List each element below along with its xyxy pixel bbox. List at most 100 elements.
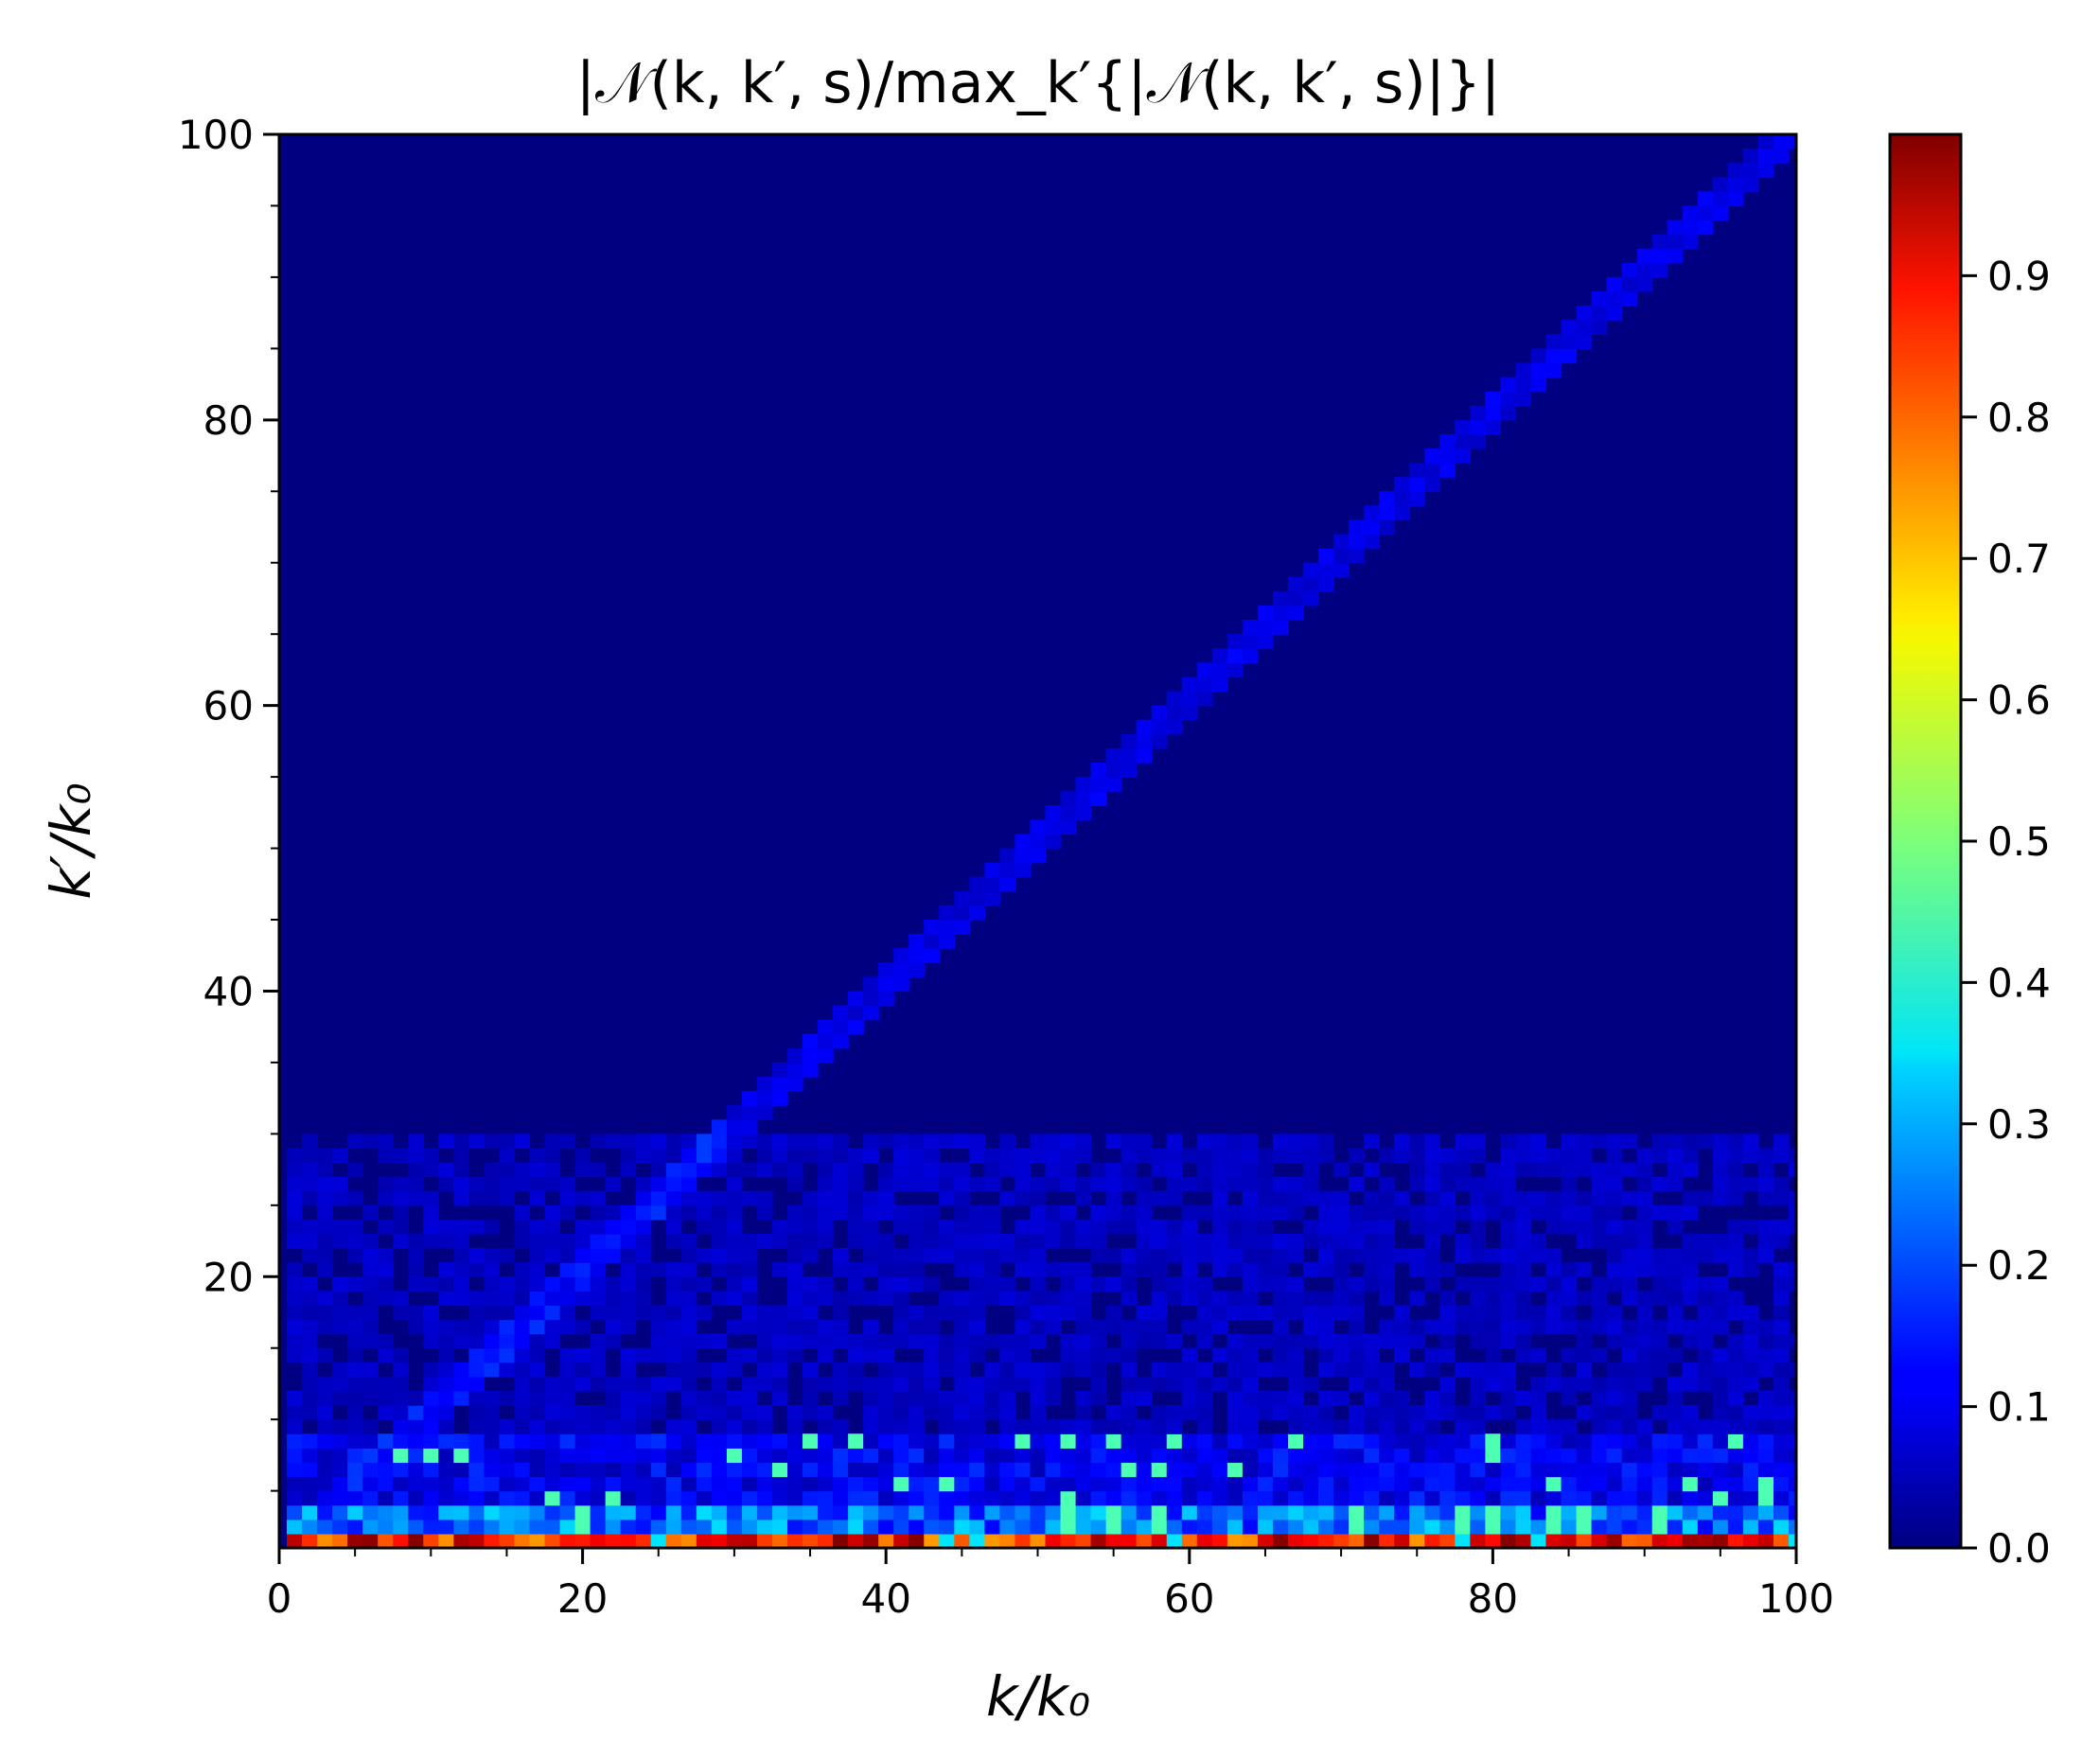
heatmap-cell — [1409, 463, 1425, 478]
heatmap-cell — [1530, 362, 1547, 378]
heatmap-cell — [1485, 1333, 1502, 1349]
heatmap-cell — [1090, 1504, 1107, 1521]
heatmap-cell — [1667, 248, 1684, 264]
heatmap-cell — [1090, 763, 1107, 778]
colorbar-tick-label: 0.8 — [1987, 395, 2051, 441]
heatmap-cell — [1424, 1391, 1440, 1406]
heatmap-cell — [1773, 134, 1790, 149]
heatmap-cell — [574, 1490, 591, 1506]
heatmap-cell — [1060, 1262, 1077, 1277]
heatmap-cell — [317, 1262, 333, 1277]
heatmap-cell — [1409, 1405, 1425, 1420]
heatmap-cell — [1727, 177, 1744, 192]
heatmap-cell — [1257, 1504, 1274, 1521]
heatmap-cell — [423, 1462, 439, 1478]
heatmap-cell — [1545, 362, 1562, 378]
heatmap-cell — [1485, 1476, 1502, 1492]
heatmap-cell — [787, 1262, 803, 1277]
heatmap-cell — [756, 1234, 773, 1249]
heatmap-cell — [984, 1204, 1001, 1221]
heatmap-cell — [803, 1448, 819, 1464]
heatmap-cell — [1030, 1176, 1047, 1192]
heatmap-cell — [287, 1462, 303, 1478]
heatmap-cell — [1545, 1519, 1562, 1535]
heatmap-cell — [924, 1519, 940, 1535]
heatmap-cell — [1364, 1476, 1380, 1492]
heatmap-cell — [484, 1533, 501, 1549]
heatmap-cell — [1636, 1204, 1653, 1221]
heatmap-cell — [878, 1362, 894, 1378]
heatmap-cell — [347, 1490, 363, 1506]
heatmap-cell — [878, 1476, 894, 1492]
heatmap-cell — [1364, 1504, 1380, 1521]
heatmap-cell — [1667, 1262, 1684, 1277]
heatmap-cell — [1530, 1448, 1547, 1464]
heatmap-cell — [1561, 1176, 1578, 1192]
heatmap-cell — [878, 1234, 894, 1249]
heatmap-cell — [347, 1347, 363, 1363]
heatmap-cell — [1727, 1347, 1744, 1363]
x-axis-label: k/k₀ — [986, 1664, 1090, 1729]
heatmap-cell — [893, 962, 909, 977]
heatmap-cell — [1257, 1204, 1274, 1221]
heatmap-cell — [1136, 1248, 1153, 1263]
heatmap-cell — [453, 1490, 469, 1506]
heatmap-cell — [756, 1448, 773, 1464]
heatmap-cell — [680, 1376, 697, 1392]
heatmap-cell — [954, 1291, 970, 1307]
heatmap-cell — [1470, 1448, 1486, 1464]
heatmap-cell — [1697, 1419, 1714, 1434]
heatmap-cell — [1424, 1162, 1440, 1178]
heatmap-cell — [1545, 1433, 1562, 1449]
heatmap-cell — [317, 1148, 333, 1164]
heatmap-cell — [1196, 1234, 1213, 1249]
heatmap-cell — [332, 1148, 348, 1164]
heatmap-cell — [1500, 1462, 1517, 1478]
heatmap-cell — [848, 1219, 864, 1235]
heatmap-cell — [1333, 1347, 1350, 1363]
heatmap-cell — [453, 1276, 469, 1292]
heatmap-cell — [590, 1405, 607, 1420]
heatmap-cell — [680, 1262, 697, 1277]
heatmap-cell — [529, 1476, 546, 1492]
heatmap-cell — [1166, 1162, 1183, 1178]
heatmap-cell — [1105, 1347, 1122, 1363]
heatmap-cell — [878, 1134, 894, 1150]
heatmap-cell — [999, 1419, 1016, 1434]
heatmap-cell — [362, 1504, 379, 1521]
heatmap-cell — [287, 1291, 303, 1307]
heatmap-cell — [1015, 1347, 1032, 1363]
heatmap-cell — [347, 1319, 363, 1335]
heatmap-cell — [1651, 1333, 1668, 1349]
heatmap-cell — [939, 920, 955, 935]
heatmap-cell — [347, 1333, 363, 1349]
heatmap-cell — [499, 1148, 516, 1164]
heatmap-cell — [1697, 1476, 1714, 1492]
heatmap-cell — [1757, 1162, 1774, 1178]
heatmap-cell — [680, 1248, 697, 1263]
heatmap-cell — [1621, 1433, 1638, 1449]
heatmap-cell — [408, 1462, 424, 1478]
heatmap-cell — [1166, 1533, 1183, 1549]
heatmap-cell — [665, 1504, 682, 1521]
heatmap-cell — [1788, 1433, 1797, 1449]
heatmap-cell — [1576, 1362, 1593, 1378]
heatmap-cell — [423, 1419, 439, 1434]
heatmap-cell — [1409, 477, 1425, 492]
heatmap-cell — [1636, 1462, 1653, 1478]
heatmap-cell — [1364, 1134, 1380, 1150]
heatmap-cell — [1045, 1234, 1062, 1249]
heatmap-cell — [939, 1234, 955, 1249]
heatmap-cell — [590, 1376, 607, 1392]
heatmap-cell — [999, 1533, 1016, 1549]
heatmap-cell — [924, 1333, 940, 1349]
heatmap-cell — [605, 1276, 622, 1292]
heatmap-cell — [438, 1448, 454, 1464]
heatmap-cell — [969, 1462, 985, 1478]
heatmap-cell — [1196, 1533, 1213, 1549]
heatmap-cell — [1136, 1462, 1153, 1478]
heatmap-cell — [939, 1291, 955, 1307]
heatmap-cell — [1545, 1476, 1562, 1492]
heatmap-cell — [1727, 1305, 1744, 1321]
heatmap-cell — [1166, 1291, 1183, 1307]
